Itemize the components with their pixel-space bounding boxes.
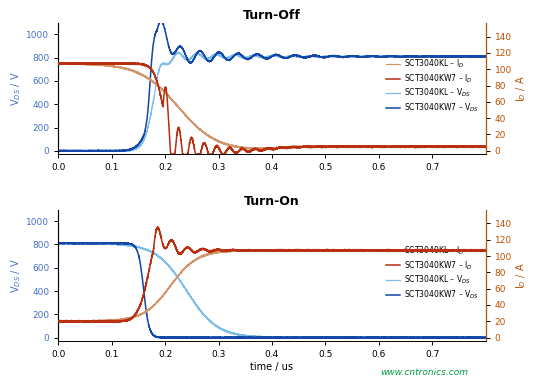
Title: Turn-Off: Turn-Off xyxy=(243,9,301,22)
Title: Turn-On: Turn-On xyxy=(244,196,300,208)
Y-axis label: I$_D$ / A: I$_D$ / A xyxy=(514,75,528,102)
Legend: SCT3040KL – I$_D$, SCT3040KW7 – I$_D$, SCT3040KL – V$_{DS}$, SCT3040KW7 – V$_{DS: SCT3040KL – I$_D$, SCT3040KW7 – I$_D$, S… xyxy=(383,241,482,304)
Text: www.cntronics.com: www.cntronics.com xyxy=(380,368,468,377)
Y-axis label: I$_D$ / A: I$_D$ / A xyxy=(514,262,528,289)
Y-axis label: V$_{DS}$ / V: V$_{DS}$ / V xyxy=(9,71,23,106)
X-axis label: time / us: time / us xyxy=(250,362,294,372)
Y-axis label: V$_{DS}$ / V: V$_{DS}$ / V xyxy=(9,258,23,293)
Legend: SCT3040KL – I$_D$, SCT3040KW7 – I$_D$, SCT3040KL – V$_{DS}$, SCT3040KW7 – V$_{DS: SCT3040KL – I$_D$, SCT3040KW7 – I$_D$, S… xyxy=(383,55,482,117)
